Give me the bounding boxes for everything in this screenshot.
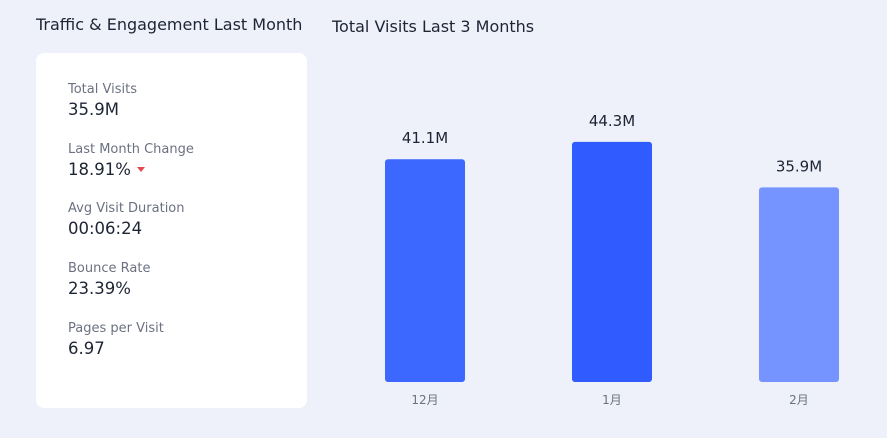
down-indicator [136, 166, 145, 172]
panel-title: Traffic & Engagement Last Month [36, 15, 303, 34]
bar [759, 187, 839, 382]
stats-card: Total Visits 35.9M Last Month Change 18.91%… [36, 53, 307, 408]
stat: Bounce Rate 23.39% [68, 261, 150, 298]
bar [572, 141, 652, 382]
stat-value: 23.39% [68, 279, 150, 298]
stat: Total Visits 35.9M [68, 82, 137, 119]
x-tick-label: 2月 [789, 393, 809, 407]
stat-label: Total Visits [68, 82, 137, 97]
stat: Avg Visit Duration 00:06:24 [68, 201, 185, 238]
stat-label: Pages per Visit [68, 320, 164, 336]
stat-value: 18.91% [68, 160, 194, 179]
value-label: 41.1M [402, 129, 448, 147]
x-tick-label: 12月 [411, 393, 438, 407]
stat: Last Month Change 18.91% [68, 142, 194, 179]
stat-value: 00:06:24 [68, 219, 185, 238]
value-label: 35.9M [776, 157, 822, 175]
stat: Pages per Visit 6.97 [68, 321, 164, 358]
stat-label: Bounce Rate [68, 261, 151, 277]
stat-value: 35.9M [68, 100, 137, 119]
stat-value-text: 18.91% [68, 159, 131, 179]
chart-title: Total Visits Last 3 Months [331, 17, 534, 36]
stat-label: Last Month Change [68, 141, 194, 157]
x-tick-label: 1月 [602, 393, 622, 407]
stat-value: 6.97 [68, 339, 164, 358]
stat-label: Avg Visit Duration [68, 201, 185, 217]
value-label: 44.3M [589, 112, 635, 130]
stat-value-text: 35.9M [68, 100, 119, 119]
stat-value-text: 00:06:24 [68, 219, 143, 239]
stat-value-text: 6.97 [68, 338, 105, 358]
bar [385, 159, 465, 382]
stat-value-text: 23.39% [68, 279, 131, 299]
